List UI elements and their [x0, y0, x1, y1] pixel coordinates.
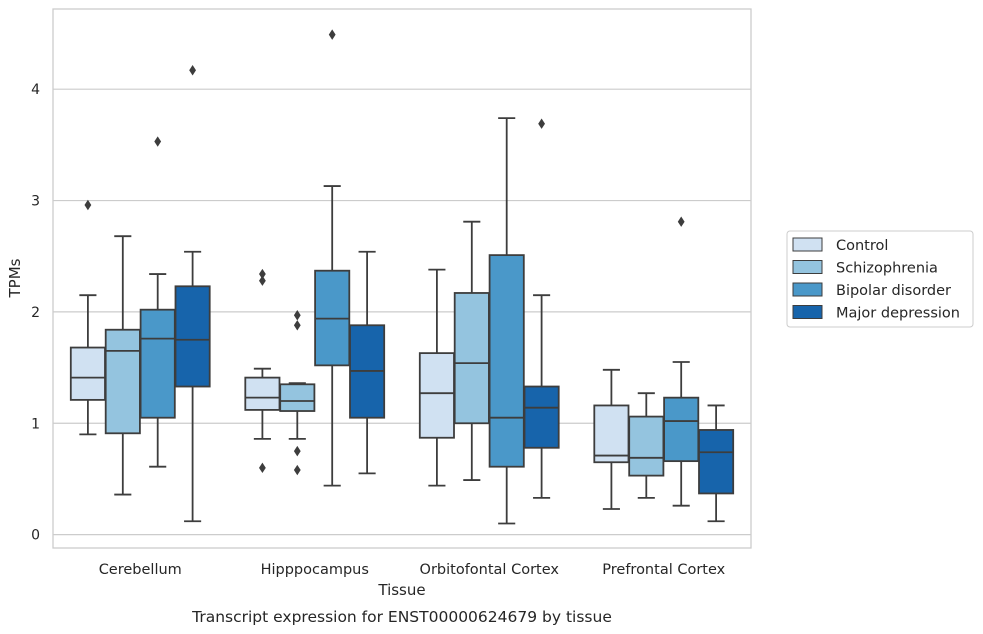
box-series — [69, 29, 735, 525]
x-axis-label: Tissue — [377, 581, 425, 599]
iqr-box — [488, 254, 525, 468]
outlier-point — [328, 29, 336, 40]
chart-caption: Transcript expression for ENST0000062467… — [191, 608, 612, 626]
legend-frame — [786, 230, 974, 328]
x-tick-label: Hipppocampus — [261, 562, 369, 578]
box-1-3 — [628, 392, 665, 499]
outlier-point — [293, 445, 301, 457]
y-tick-label: 2 — [31, 305, 40, 321]
outlier-point — [259, 268, 266, 280]
x-tick-label: Prefrontal Cortex — [602, 562, 725, 578]
outlier-point — [84, 199, 92, 211]
outlier-point — [677, 216, 685, 227]
y-tick-label: 0 — [31, 528, 40, 544]
iqr-box — [523, 385, 560, 449]
box-3-0 — [174, 65, 211, 523]
iqr-box — [593, 404, 630, 464]
x-tick-labels: Cerebellum Hipppocampus Orbitofontal Corte… — [99, 562, 726, 578]
outlier-point — [538, 118, 545, 129]
y-tick-labels: 0 1 2 3 4 — [31, 82, 40, 543]
y-axis-label: TPMs — [6, 258, 24, 298]
box-2-1 — [314, 29, 351, 487]
box-1-1 — [279, 310, 316, 476]
y-tick-label: 3 — [31, 194, 40, 210]
iqr-box — [244, 376, 281, 411]
box-0-0 — [69, 199, 106, 436]
outlier-point — [293, 320, 301, 331]
legend-swatch — [792, 282, 823, 297]
iqr-box — [418, 352, 455, 439]
x-tick-label: Orbitofontal Cortex — [420, 562, 560, 578]
y-tick-label: 1 — [31, 416, 40, 432]
legend-label: Schizophrenia — [836, 261, 938, 277]
iqr-box — [453, 292, 490, 425]
legend-swatch — [792, 305, 823, 319]
box-2-3 — [663, 216, 700, 507]
y-tick-label: 4 — [31, 82, 40, 98]
box-2-0 — [139, 136, 176, 468]
box-1-0 — [104, 235, 141, 496]
outlier-point — [189, 65, 196, 76]
box-0-1 — [244, 268, 281, 474]
iqr-box — [139, 308, 176, 419]
box-2-2 — [488, 117, 525, 525]
legend-label: Control — [836, 238, 888, 254]
box-3-3 — [698, 404, 735, 523]
legend-swatch — [792, 237, 823, 252]
iqr-box — [104, 328, 141, 435]
iqr-box — [174, 285, 211, 388]
plot-frame — [52, 8, 752, 549]
iqr-box — [279, 383, 316, 412]
iqr-box — [69, 346, 106, 401]
box-1-2 — [453, 220, 490, 481]
outlier-point — [154, 136, 162, 147]
box-3-1 — [349, 250, 386, 475]
outlier-point — [259, 275, 266, 286]
iqr-box — [663, 396, 700, 463]
outlier-point — [293, 310, 301, 321]
box-3-2 — [523, 118, 560, 499]
x-tick-label: Cerebellum — [99, 562, 182, 578]
legend-swatch — [792, 260, 823, 274]
legend: Control Schizophrenia Bipolar disorder Majo… — [786, 230, 974, 328]
legend-label: Bipolar disorder — [836, 283, 951, 299]
outlier-point — [293, 464, 301, 476]
legend-label: Major depression — [836, 306, 960, 322]
outlier-point — [259, 462, 266, 474]
iqr-box — [698, 429, 735, 495]
iqr-box — [628, 415, 665, 477]
